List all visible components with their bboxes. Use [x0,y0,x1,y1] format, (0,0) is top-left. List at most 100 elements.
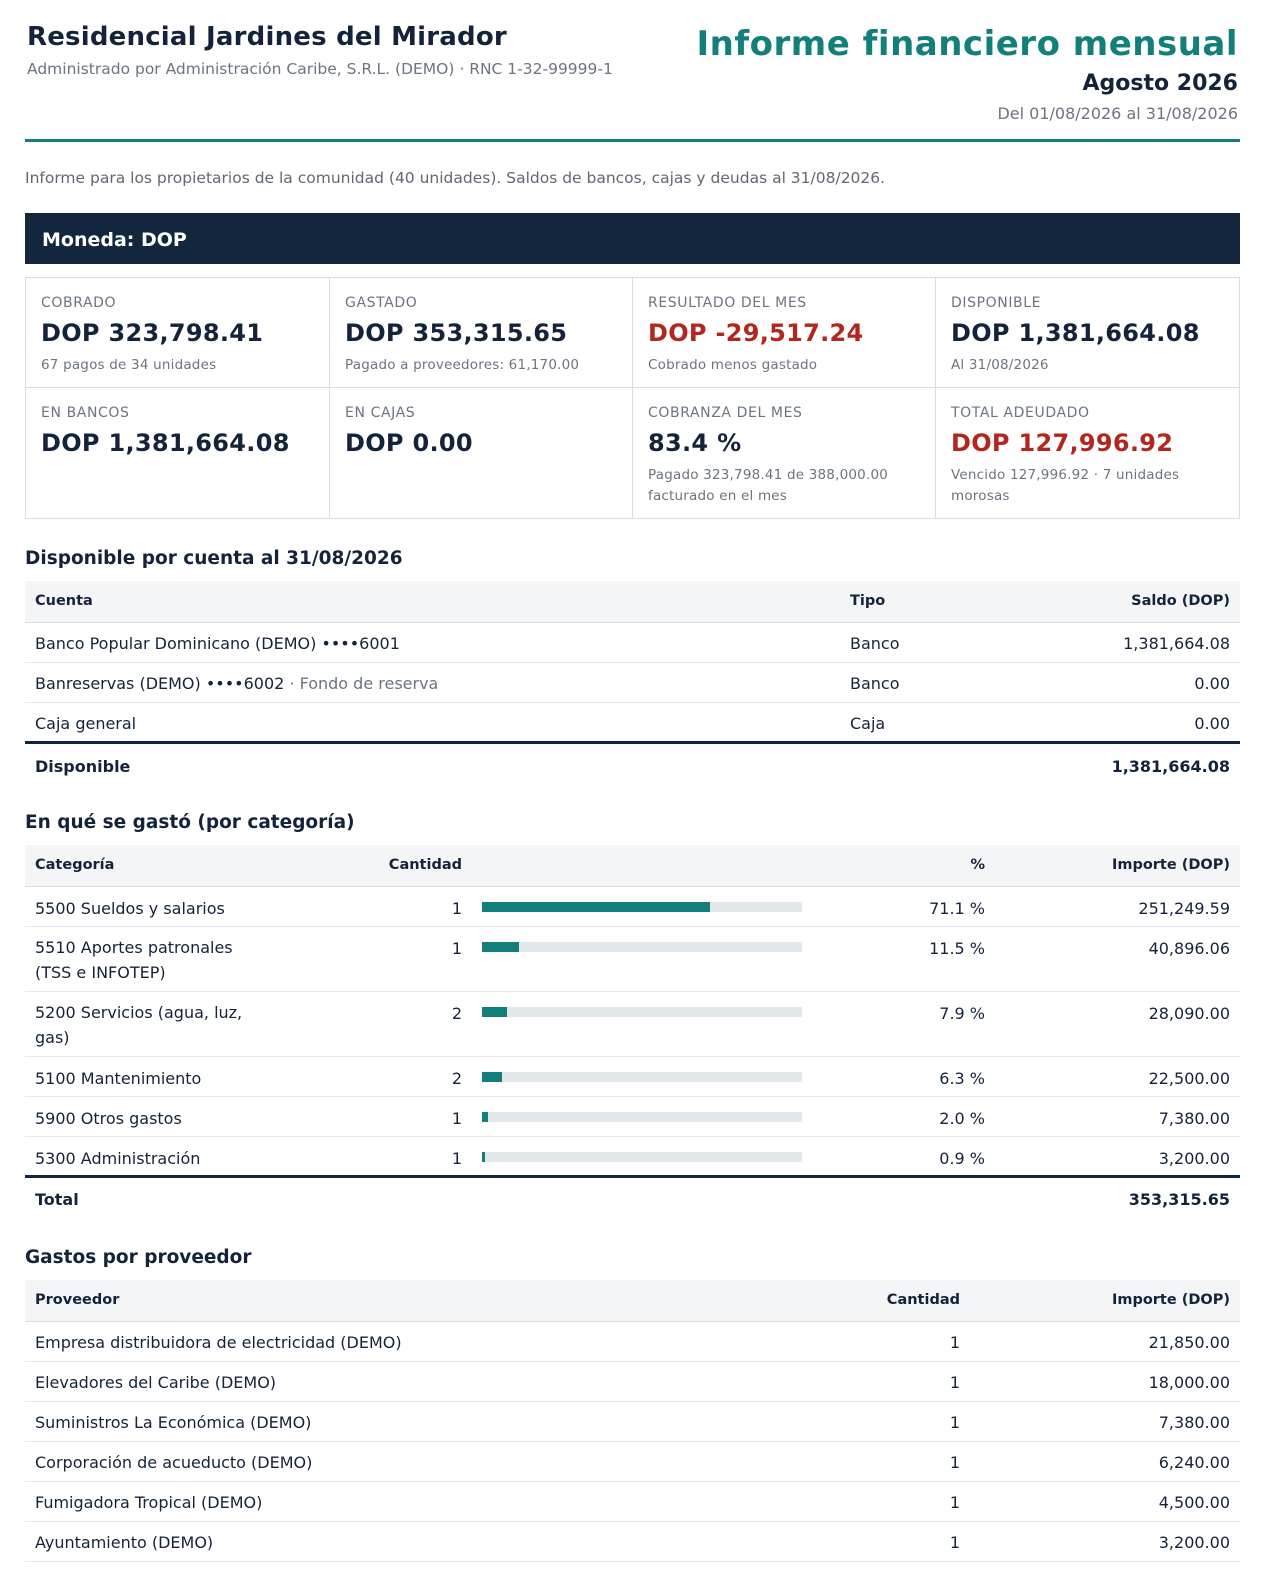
vendor-qty: 1 [785,1361,970,1402]
category-bar-cell [472,991,812,1057]
table-row: Banco Popular Dominicano (DEMO) ••••6001… [25,622,1240,663]
share-bar-fill [482,1006,508,1017]
kpi-card-adeudado: TOTAL ADEUDADO DOP 127,996.92 Vencido 12… [936,388,1239,518]
kpi-label: EN CAJAS [345,405,416,421]
category-pct: 2.0 % [812,1096,995,1137]
kpi-value: DOP 0.00 [345,429,473,457]
table-total-row: Total 353,315.65 [25,1174,1240,1221]
table-row: 5510 Aportes patronales (TSS e INFOTEP) 1… [25,926,1240,992]
org-name: Residencial Jardines del Mirador [27,22,507,52]
share-bar-fill [482,1071,503,1082]
kpi-card-gastado: GASTADO DOP 353,315.65 Pagado a proveedo… [330,278,633,388]
share-bar-fill [482,1111,489,1122]
total-value: 353,315.65 [995,1174,1240,1221]
account-name: Caja general [25,702,840,743]
table-row: Suministros La Económica (DEMO) 1 7,380.00 [25,1401,1240,1442]
total-label: Total [25,1174,273,1221]
table-row: Caja general Caja 0.00 [25,702,1240,743]
share-bar-track [482,1111,802,1122]
kpi-card-resultado: RESULTADO DEL MES DOP -29,517.24 Cobrado… [633,278,936,388]
kpi-value: DOP 127,996.92 [951,429,1174,457]
category-amount: 3,200.00 [995,1136,1240,1177]
category-name: 5900 Otros gastos [25,1096,273,1137]
vendor-name: Corporación de acueducto (DEMO) [25,1441,785,1482]
column-header-category: Categoría [25,845,273,887]
table-row: 5300 Administración 1 0.9 % 3,200.00 [25,1136,1240,1177]
category-amount: 7,380.00 [995,1096,1240,1137]
kpi-card-en-bancos: EN BANCOS DOP 1,381,664.08 [26,388,330,518]
column-header-amount: Importe (DOP) [970,1280,1240,1322]
table-header-row: Cuenta Tipo Saldo (DOP) [25,581,1240,623]
kpi-label: COBRANZA DEL MES [648,405,803,421]
table-row: Ayuntamiento (DEMO) 1 3,200.00 [25,1521,1240,1562]
table-row: 5200 Servicios (agua, luz, gas) 2 7.9 % 28,… [25,991,1240,1057]
kpi-note: Cobrado menos gastado [648,357,818,373]
share-bar-track [482,1071,802,1082]
kpi-label: GASTADO [345,295,418,311]
categories-section-title: En qué se gastó (por categoría) [25,812,355,833]
category-qty: 1 [273,1096,472,1137]
category-amount: 251,249.59 [995,886,1240,927]
vendor-qty: 1 [785,1401,970,1442]
vendor-amount: 6,240.00 [970,1441,1240,1482]
report-header: Residencial Jardines del Mirador Adminis… [25,0,1240,142]
vendor-amount: 18,000.00 [970,1361,1240,1402]
table-row: 5500 Sueldos y salarios 1 71.1 % 251,249.59 [25,886,1240,927]
share-bar-track [482,1006,802,1017]
vendors-table: Proveedor Cantidad Importe (DOP) Empresa… [25,1280,1240,1562]
kpi-card-cobrado: COBRADO DOP 323,798.41 67 pagos de 34 un… [26,278,330,388]
intro-text: Informe para los propietarios de la comu… [25,169,886,187]
share-bar-track [482,901,802,912]
table-row: Empresa distribuidora de electricidad (D… [25,1321,1240,1362]
category-amount: 28,090.00 [995,991,1240,1057]
vendor-qty: 1 [785,1321,970,1362]
account-name-text: Banco Popular Dominicano (DEMO) ••••6001 [35,633,400,653]
kpi-note: Pagado a proveedores: 61,170.00 [345,357,580,373]
table-total-row: Disponible 1,381,664.08 [25,740,1240,787]
vendor-name: Empresa distribuidora de electricidad (D… [25,1321,785,1362]
account-type: Caja [840,702,1040,743]
category-name: 5200 Servicios (agua, luz, gas) [25,991,273,1057]
kpi-note: Al 31/08/2026 [951,357,1049,373]
category-qty: 1 [273,1136,472,1177]
kpi-value: DOP 1,381,664.08 [41,429,290,457]
table-row: Fumigadora Tropical (DEMO) 1 4,500.00 [25,1481,1240,1522]
categories-table: Categoría Cantidad % Importe (DOP) 5500 … [25,845,1240,1221]
category-name: 5510 Aportes patronales (TSS e INFOTEP) [25,926,273,992]
category-bar-cell [472,886,812,927]
vendor-name: Elevadores del Caribe (DEMO) [25,1361,785,1402]
column-header-account: Cuenta [25,581,840,623]
share-bar-fill [482,901,710,912]
column-header-qty: Cantidad [273,845,472,887]
table-row: Corporación de acueducto (DEMO) 1 6,240.00 [25,1441,1240,1482]
kpi-card-en-cajas: EN CAJAS DOP 0.00 [330,388,633,518]
vendor-name: Suministros La Económica (DEMO) [25,1401,785,1442]
total-label: Disponible [25,740,840,787]
kpi-label: DISPONIBLE [951,295,1042,311]
category-qty: 1 [273,926,472,992]
vendor-amount: 21,850.00 [970,1321,1240,1362]
accounts-section-title: Disponible por cuenta al 31/08/2026 [25,548,403,569]
kpi-grid: COBRADO DOP 323,798.41 67 pagos de 34 un… [25,277,1240,519]
category-pct: 7.9 % [812,991,995,1057]
account-name: Banco Popular Dominicano (DEMO) ••••6001 [25,622,840,663]
category-name: 5300 Administración [25,1136,273,1177]
report-page: Residencial Jardines del Mirador Adminis… [25,0,1240,1562]
account-type: Banco [840,662,1040,703]
report-period: Agosto 2026 [1082,71,1238,96]
report-title: Informe financiero mensual [696,24,1238,64]
kpi-value: DOP 323,798.41 [41,319,264,347]
category-bar-cell [472,1136,812,1177]
category-qty: 2 [273,1056,472,1097]
category-name: 5500 Sueldos y salarios [25,886,273,927]
account-type: Banco [840,622,1040,663]
share-bar-track [482,1151,802,1162]
vendor-qty: 1 [785,1481,970,1522]
vendors-section-title: Gastos por proveedor [25,1247,252,1268]
accounts-table: Cuenta Tipo Saldo (DOP) Banco Popular Do… [25,581,1240,787]
account-name-text: Banreservas (DEMO) ••••6002 [35,673,285,693]
account-balance: 1,381,664.08 [1040,622,1240,663]
kpi-label: TOTAL ADEUDADO [951,405,1090,421]
vendor-amount: 4,500.00 [970,1481,1240,1522]
vendor-qty: 1 [785,1441,970,1482]
